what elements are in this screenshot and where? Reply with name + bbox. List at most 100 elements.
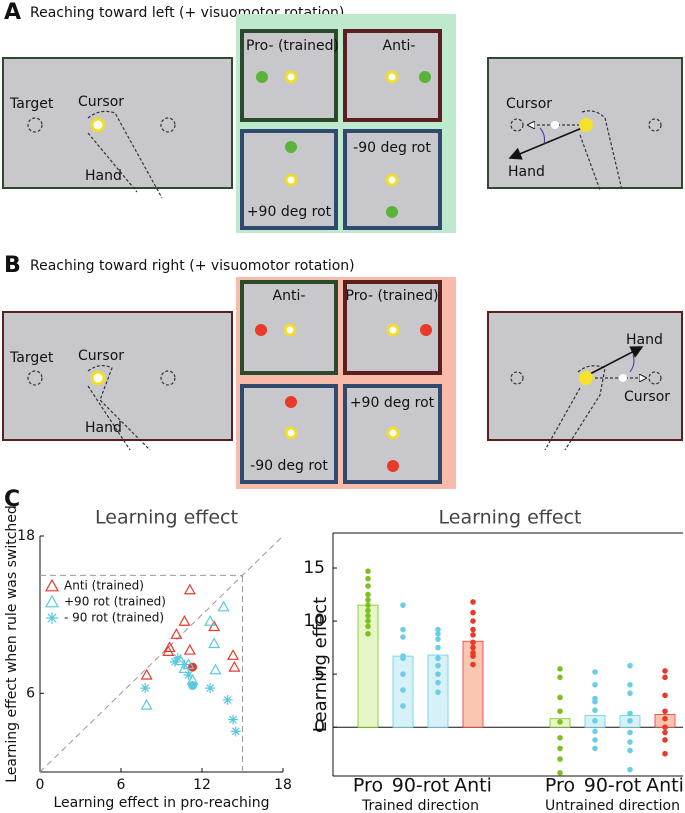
label: Pro- (trained) <box>246 38 339 54</box>
point <box>400 602 406 608</box>
point <box>228 660 241 672</box>
mean-point <box>188 680 198 690</box>
point <box>365 591 371 598</box>
point <box>592 745 598 752</box>
point <box>627 718 633 724</box>
label: Hand <box>626 332 663 348</box>
label: +90 deg rot <box>350 395 435 411</box>
label: Anti- <box>383 38 416 54</box>
y-tick-label: 15 <box>303 558 325 578</box>
point <box>365 607 371 614</box>
target <box>160 370 176 386</box>
point <box>140 683 151 694</box>
point <box>435 626 441 633</box>
point <box>557 719 563 725</box>
point <box>400 655 406 662</box>
point <box>592 681 598 688</box>
cursor-point <box>619 374 627 382</box>
point <box>627 662 633 669</box>
label: Hand <box>85 420 122 436</box>
label: Cursor <box>78 94 124 110</box>
point <box>217 600 230 612</box>
target <box>510 371 524 385</box>
x-tick-label: 12 <box>193 777 211 793</box>
label: Hand <box>85 168 122 184</box>
point <box>592 707 598 714</box>
point <box>400 671 406 677</box>
panel-b: B Reaching toward right (+ visuomotor ro… <box>2 253 683 489</box>
point <box>627 681 633 688</box>
point <box>557 745 563 752</box>
label: Hand <box>508 164 545 180</box>
hand-outline <box>544 365 606 451</box>
cursor <box>90 370 106 386</box>
panel-label: A <box>4 0 21 25</box>
point <box>178 614 191 626</box>
point <box>627 710 633 717</box>
point <box>557 734 563 741</box>
cursor <box>284 426 298 440</box>
target <box>648 118 662 132</box>
rotation-arrow <box>629 354 635 373</box>
point <box>662 729 668 736</box>
point <box>470 639 476 646</box>
point <box>627 766 633 773</box>
point <box>365 618 371 624</box>
point <box>400 687 406 693</box>
point <box>365 583 371 589</box>
cursor <box>385 70 399 84</box>
point <box>365 623 371 630</box>
point <box>470 609 476 616</box>
point <box>44 578 60 592</box>
label: -90 deg rot <box>353 140 431 156</box>
y-tick-label: 6 <box>26 685 35 701</box>
point <box>435 655 441 662</box>
point <box>365 602 371 608</box>
point <box>400 703 406 709</box>
point <box>592 669 598 675</box>
point <box>662 692 668 699</box>
diagonal <box>39 535 284 773</box>
hand-point <box>579 118 593 132</box>
cursor-point <box>551 121 559 129</box>
panel-label: B <box>4 253 21 278</box>
point <box>470 661 476 668</box>
hand-arrow <box>508 127 583 160</box>
point <box>470 599 476 605</box>
point <box>662 674 668 681</box>
condition <box>240 129 338 230</box>
point <box>46 612 58 624</box>
point <box>470 644 476 651</box>
point <box>183 669 194 680</box>
point <box>365 568 371 575</box>
point <box>557 708 563 715</box>
point <box>400 626 406 633</box>
panel-label: C <box>4 487 20 512</box>
y-axis-label: Learning effect <box>310 597 331 732</box>
point <box>230 726 241 737</box>
point <box>435 662 441 669</box>
point <box>662 708 668 715</box>
point <box>140 698 153 710</box>
label: Target <box>9 96 54 112</box>
target-dot <box>255 324 267 336</box>
point <box>435 644 441 651</box>
target <box>648 371 662 385</box>
cursor <box>283 323 297 337</box>
legend-label: - 90 rot (trained) <box>64 611 164 625</box>
x-tick-label: Anti <box>454 775 492 797</box>
label: Cursor <box>78 348 124 364</box>
x-tick-label: 18 <box>274 777 292 793</box>
point <box>227 649 240 660</box>
point <box>179 659 190 670</box>
rotation-arrow <box>539 127 545 145</box>
x-axis-label: Learning effect in pro-reaching <box>53 795 269 811</box>
point <box>435 689 441 695</box>
cursor <box>284 173 298 187</box>
point <box>365 575 371 582</box>
target <box>160 117 176 133</box>
x-tick-label: Anti <box>646 775 684 797</box>
target-dot <box>386 206 398 218</box>
charts: Learning effect Learning effect in pro-re… <box>4 505 684 813</box>
hand-outline <box>579 110 623 191</box>
